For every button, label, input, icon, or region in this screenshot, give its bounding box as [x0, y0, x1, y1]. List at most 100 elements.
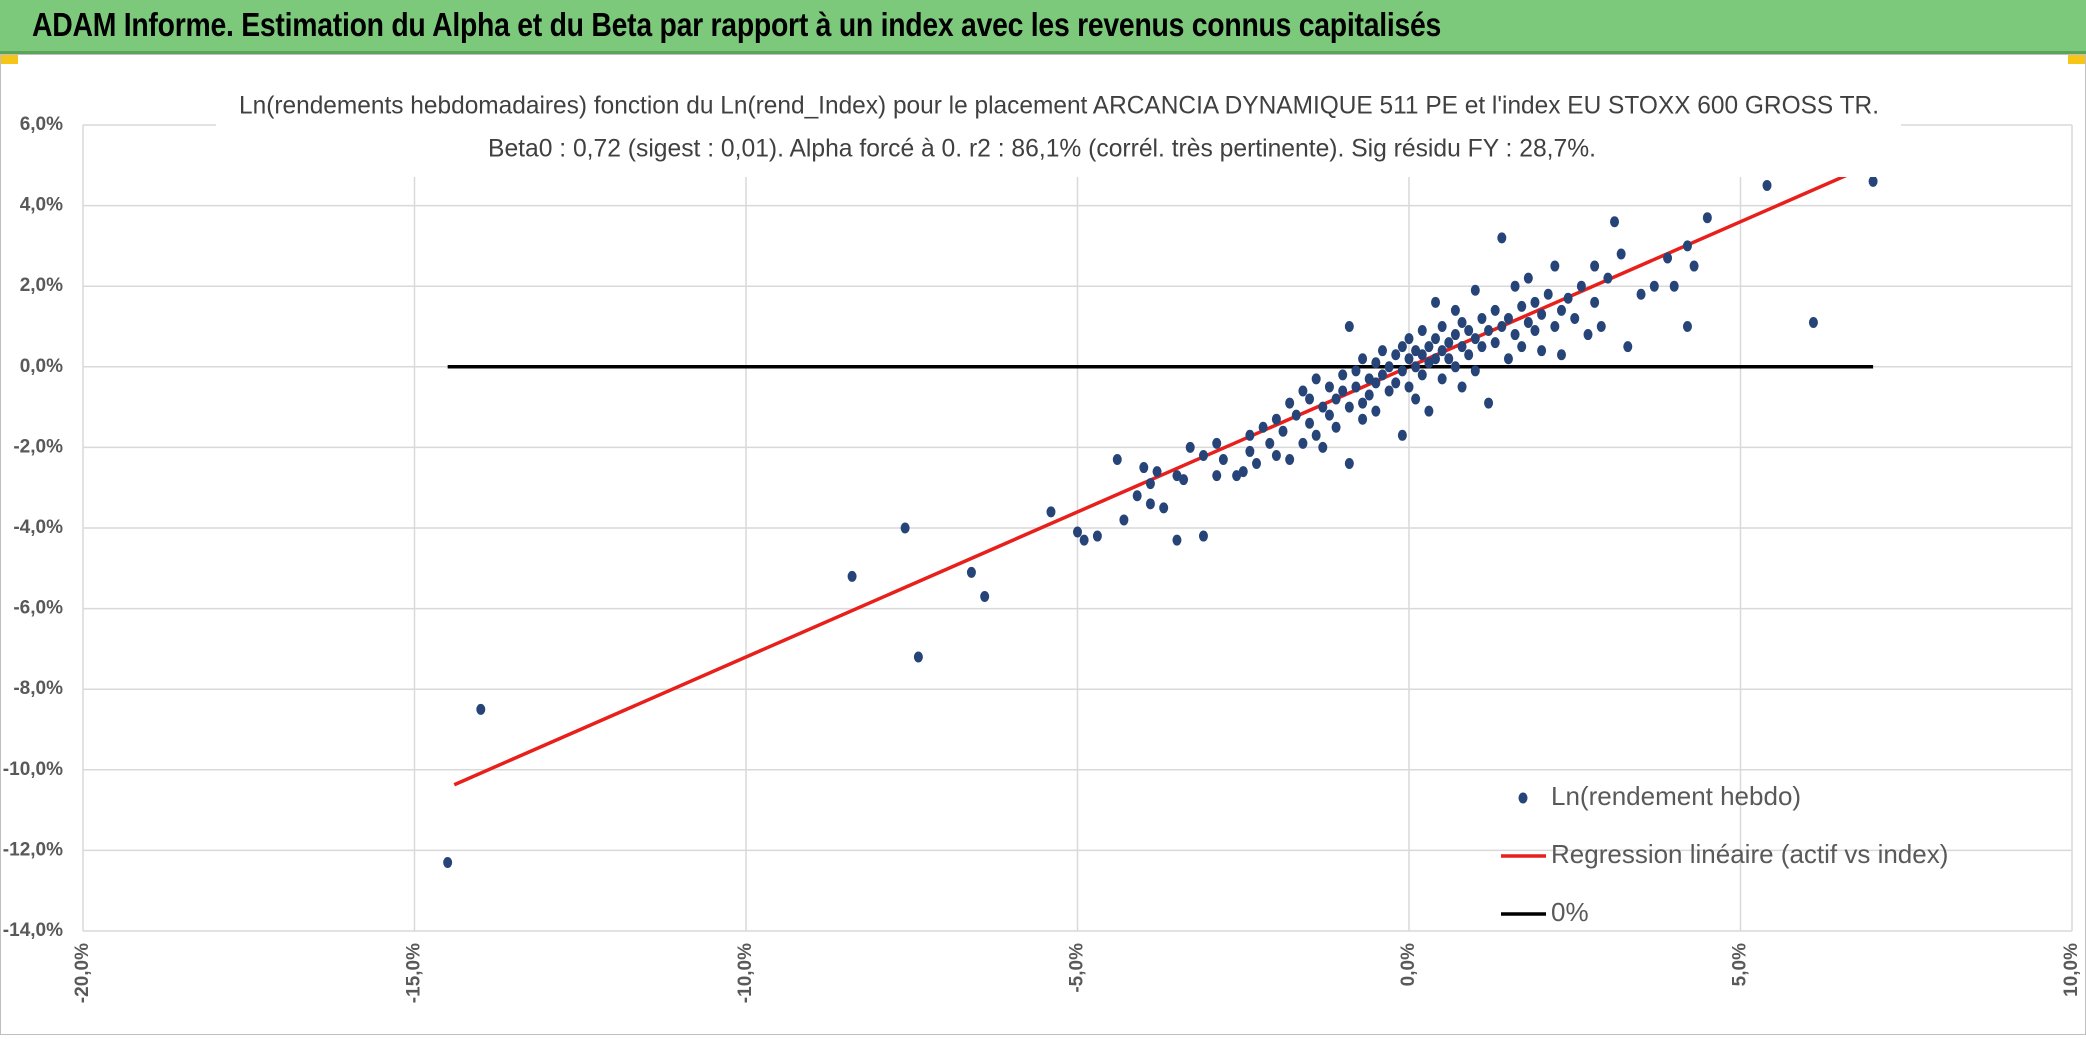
data-point: [1132, 490, 1142, 502]
y-tick-label: 0,0%: [20, 356, 63, 377]
data-point: [1556, 304, 1566, 316]
data-point: [1265, 437, 1275, 449]
data-point: [1397, 429, 1407, 441]
y-tick-label: -12,0%: [3, 839, 63, 860]
data-point: [1331, 421, 1341, 433]
data-point: [1424, 357, 1434, 369]
data-point: [443, 856, 453, 868]
report-banner: ADAM Informe. Estimation du Alpha et du …: [0, 0, 2086, 54]
data-point: [1470, 333, 1480, 345]
data-point: [1384, 361, 1394, 373]
data-point: [1490, 304, 1500, 316]
data-point: [1444, 353, 1454, 365]
data-point: [1417, 325, 1427, 337]
data-point: [1437, 321, 1447, 332]
legend-marker: [1518, 792, 1528, 804]
data-point: [1358, 397, 1368, 409]
data-point: [1298, 437, 1308, 449]
data-point: [1616, 248, 1626, 260]
data-point: [1530, 325, 1540, 337]
data-point: [1252, 458, 1262, 470]
data-point: [1271, 449, 1281, 461]
data-point: [1377, 369, 1387, 381]
data-point: [1338, 385, 1348, 397]
y-tick-label: -2,0%: [13, 436, 63, 457]
data-point: [1470, 365, 1480, 377]
data-point: [1351, 365, 1361, 377]
data-point: [1689, 260, 1699, 272]
data-point: [1484, 397, 1494, 409]
data-point: [1610, 216, 1620, 228]
data-point: [1563, 292, 1573, 304]
data-point: [1218, 453, 1228, 465]
data-point: [1550, 321, 1560, 332]
data-point: [1238, 466, 1248, 478]
data-point: [1464, 325, 1474, 337]
data-point: [1596, 321, 1606, 332]
data-point: [1324, 381, 1334, 393]
data-point: [1424, 405, 1434, 417]
data-point: [1530, 296, 1540, 308]
data-point: [1271, 413, 1281, 425]
data-point: [1669, 280, 1679, 292]
data-point: [1490, 337, 1500, 349]
data-point: [1305, 393, 1315, 405]
data-point: [1397, 341, 1407, 353]
data-point: [1523, 316, 1533, 328]
corner-marker-left: [0, 54, 18, 64]
y-tick-label: 6,0%: [20, 114, 63, 135]
data-point: [1404, 353, 1414, 365]
data-point: [1364, 389, 1374, 401]
series-lines: [447, 162, 1874, 787]
data-point: [1305, 417, 1315, 429]
data-point: [476, 703, 486, 715]
data-point: [1291, 409, 1301, 421]
data-point: [900, 522, 910, 534]
data-point: [1636, 288, 1646, 300]
data-point: [1457, 381, 1467, 393]
data-point: [1139, 462, 1149, 474]
data-point: [1371, 357, 1381, 369]
y-axis-ticks: 6,0% 4,0% 2,0% 0,0% -2,0% -4,0% -6,0% -8,0% -10,…: [3, 114, 63, 941]
data-point: [1364, 373, 1374, 385]
data-point: [1868, 175, 1878, 187]
data-point: [1411, 345, 1421, 357]
data-point: [1397, 365, 1407, 377]
data-point: [1623, 341, 1633, 353]
data-point: [1152, 466, 1162, 478]
data-point: [1344, 401, 1354, 413]
data-point: [1510, 280, 1520, 292]
data-point: [1145, 498, 1155, 510]
data-point: [1245, 429, 1255, 441]
data-point: [1503, 353, 1513, 365]
data-point: [1417, 369, 1427, 381]
data-point: [1590, 260, 1600, 272]
data-point: [1046, 506, 1056, 518]
data-point: [1444, 337, 1454, 349]
data-point: [1358, 353, 1368, 365]
data-point: [1198, 449, 1208, 461]
data-point: [1484, 325, 1494, 337]
series-line: [453, 162, 1874, 787]
corner-marker-right: [2068, 54, 2086, 64]
data-point: [1537, 345, 1547, 357]
data-point: [1179, 474, 1189, 486]
data-point: [1258, 421, 1268, 433]
data-point: [1682, 240, 1692, 252]
data-point: [1311, 429, 1321, 441]
data-point: [1338, 369, 1348, 381]
data-point: [1543, 288, 1553, 300]
legend-label: 0%: [1551, 897, 1589, 927]
x-tick-label: -10,0%: [735, 943, 756, 1003]
data-point: [1537, 308, 1547, 320]
report-title: ADAM Informe. Estimation du Alpha et du …: [32, 6, 1442, 43]
data-point: [1145, 478, 1155, 490]
data-point: [1477, 312, 1487, 324]
data-point: [1450, 361, 1460, 373]
legend-label: Regression linéaire (actif vs index): [1551, 839, 1948, 869]
data-point: [1431, 353, 1441, 365]
data-point: [1112, 453, 1122, 465]
data-point: [1318, 401, 1328, 413]
data-points: [443, 175, 1878, 868]
data-point: [1603, 272, 1613, 284]
